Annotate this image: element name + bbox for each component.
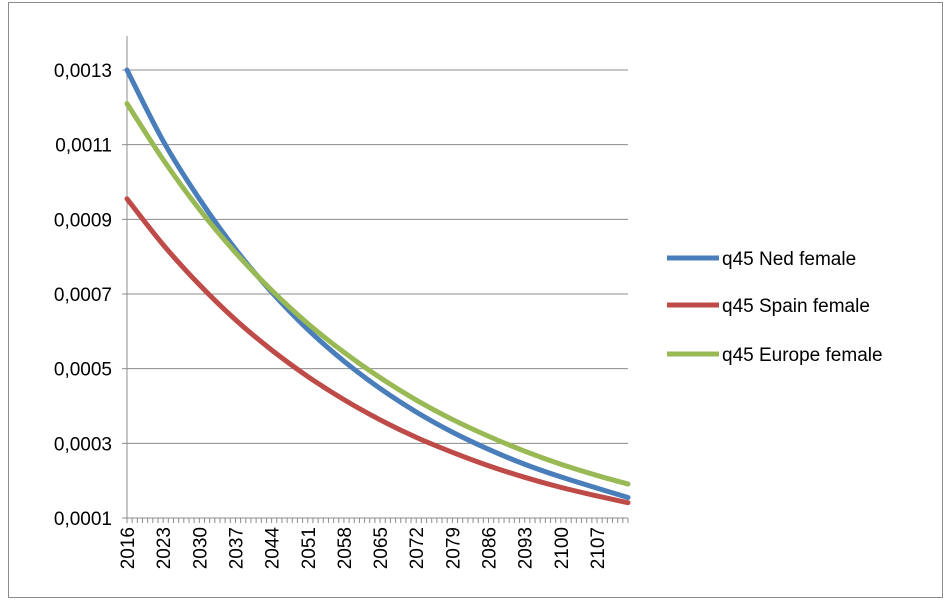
x-tick-label: 2058 <box>335 527 356 569</box>
series-line-q45-ned-female <box>124 67 631 500</box>
tick-labels: 0,0001 0,0003 0,0005 0,0007 0,0009 0,0011 0,00… <box>54 61 609 569</box>
x-tick-label: 2079 <box>443 527 464 569</box>
y-tick-label: 0,0003 <box>54 434 112 455</box>
x-tick-label: 2044 <box>263 527 284 570</box>
series-lines <box>124 67 631 506</box>
legend-item-q45-spain-female: q45 Spain female <box>667 296 870 317</box>
series-line-q45-europe-female <box>124 101 631 487</box>
legend-label: q45 Spain female <box>722 296 870 317</box>
x-tick-label: 2023 <box>154 527 175 569</box>
y-tick-label: 0,0011 <box>55 136 112 157</box>
x-tick-label: 2072 <box>407 527 428 569</box>
y-tick-label: 0,0009 <box>54 210 112 231</box>
y-tick-label: 0,0013 <box>54 61 112 82</box>
x-tick-label: 2016 <box>118 527 139 569</box>
legend-item-q45-europe-female: q45 Europe female <box>667 345 883 366</box>
y-tick-label: 0,0005 <box>54 360 112 381</box>
x-tick-label: 2030 <box>190 527 211 569</box>
legend-label: q45 Europe female <box>722 345 883 366</box>
y-tick-label: 0,0007 <box>54 285 112 306</box>
axes <box>122 36 629 523</box>
x-tick-label: 2051 <box>299 527 320 569</box>
legend-label: q45 Ned female <box>722 249 856 270</box>
x-tick-label: 2037 <box>226 527 247 569</box>
x-tick-label: 2093 <box>516 527 537 569</box>
x-tick-label: 2107 <box>588 527 609 569</box>
legend: q45 Ned female q45 Spain female q45 Europe… <box>667 249 883 366</box>
y-tick-label: 0,0001 <box>54 509 112 530</box>
legend-item-q45-ned-female: q45 Ned female <box>667 249 856 270</box>
series-line-q45-spain-female <box>124 196 631 506</box>
x-tick-label: 2065 <box>371 527 392 569</box>
chart-frame <box>8 2 943 598</box>
x-tick-label: 2086 <box>480 527 501 569</box>
x-tick-label: 2100 <box>552 527 573 569</box>
